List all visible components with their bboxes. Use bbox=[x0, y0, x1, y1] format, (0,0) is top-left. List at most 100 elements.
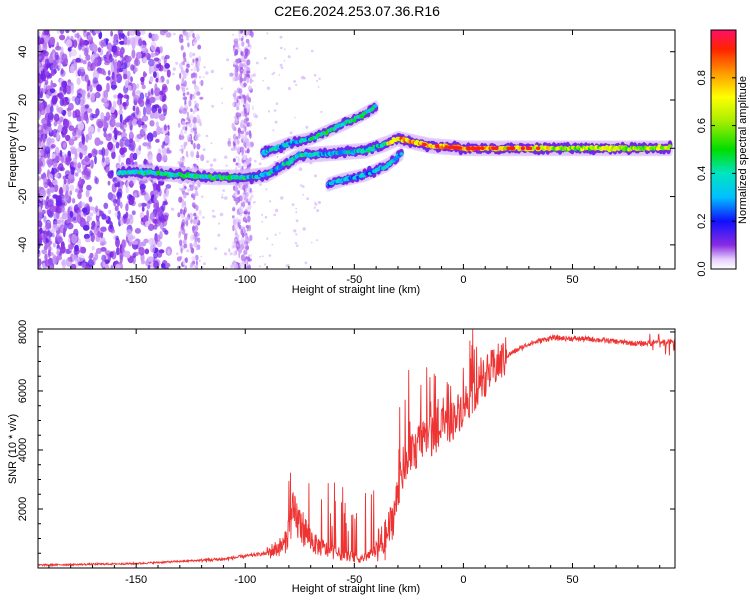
noise-blob bbox=[115, 131, 122, 136]
noise-dot bbox=[293, 80, 296, 83]
noise-blob bbox=[97, 231, 101, 238]
noise-blob bbox=[138, 246, 145, 256]
noise-stripe-dot bbox=[182, 109, 187, 115]
noise-stripe-dot bbox=[246, 70, 251, 74]
noise-blob bbox=[120, 201, 123, 209]
noise-blob bbox=[77, 191, 82, 200]
noise-blob bbox=[111, 71, 115, 81]
noise-blob bbox=[111, 250, 117, 260]
noise-blob bbox=[128, 120, 132, 127]
noise-blob bbox=[59, 150, 63, 157]
noise-blob bbox=[77, 42, 82, 51]
noise-blob bbox=[59, 30, 65, 35]
noise-stripe-dot bbox=[191, 202, 196, 208]
noise-stripe-dot bbox=[232, 224, 235, 232]
noise-blob bbox=[110, 264, 114, 269]
noise-blob bbox=[153, 111, 160, 120]
noise-dot bbox=[227, 137, 231, 141]
noise-blob bbox=[105, 76, 111, 81]
colorbar-ticks: 0.0 0.2 0.4 0.6 0.8 bbox=[696, 70, 736, 277]
colorbar-tick-label: 0.2 bbox=[696, 214, 708, 229]
noise-blob bbox=[94, 155, 97, 165]
noise-stripe-dot bbox=[183, 96, 188, 101]
noise-dot bbox=[311, 241, 313, 244]
noise-blob bbox=[60, 68, 64, 75]
noise-dot bbox=[211, 104, 215, 108]
noise-blob bbox=[49, 126, 52, 133]
noise-blob bbox=[147, 223, 155, 231]
noise-dot bbox=[273, 109, 277, 112]
noise-blob bbox=[159, 90, 164, 96]
trace-hotspot bbox=[448, 145, 453, 150]
colorbar-tick-label: 0.0 bbox=[696, 261, 708, 276]
noise-blob bbox=[141, 206, 145, 212]
noise-blob bbox=[50, 144, 56, 149]
noise-stripe-dot bbox=[242, 57, 246, 62]
snr-frame bbox=[37, 328, 676, 569]
noise-blob bbox=[46, 199, 54, 207]
noise-blob bbox=[81, 174, 86, 179]
noise-stripe-dot bbox=[248, 85, 253, 91]
trace-branch-lower-core bbox=[326, 152, 404, 187]
noise-blob bbox=[122, 128, 126, 133]
noise-dot bbox=[235, 232, 238, 235]
noise-stripe-dot bbox=[195, 260, 198, 266]
noise-blob bbox=[49, 88, 56, 94]
noise-dot bbox=[197, 233, 201, 237]
noise-blob bbox=[78, 68, 82, 76]
noise-dot bbox=[186, 249, 190, 253]
noise-blob bbox=[151, 104, 157, 114]
noise-blob bbox=[113, 46, 121, 52]
noise-blob bbox=[59, 86, 63, 91]
noise-stripe-dot bbox=[193, 163, 197, 168]
noise-dot bbox=[192, 95, 196, 100]
noise-dot bbox=[245, 243, 248, 247]
noise-stripe-dot bbox=[193, 212, 197, 217]
noise-stripe-dot bbox=[236, 146, 241, 153]
noise-blob bbox=[81, 207, 88, 214]
noise-blob bbox=[61, 126, 68, 135]
noise-stripe-dot bbox=[245, 191, 249, 198]
noise-stripe-dot bbox=[240, 130, 244, 135]
noise-stripe-dot bbox=[180, 214, 184, 219]
noise-blob bbox=[103, 131, 107, 138]
noise-stripe-dot bbox=[190, 62, 194, 66]
noise-dot bbox=[237, 219, 240, 222]
noise-blob bbox=[57, 236, 63, 244]
noise-blob bbox=[61, 53, 68, 62]
noise-stripe-dot bbox=[199, 121, 202, 127]
noise-stripe-dot bbox=[181, 78, 185, 85]
noise-stripe-dot bbox=[193, 142, 196, 150]
noise-dot bbox=[234, 90, 238, 94]
noise-stripe-dot bbox=[190, 218, 193, 224]
noise-blob bbox=[44, 79, 49, 86]
noise-dot bbox=[283, 60, 286, 62]
noise-stripe-dot bbox=[185, 126, 188, 131]
noise-stripe-dot bbox=[245, 159, 250, 166]
noise-stripe-dot bbox=[245, 255, 248, 260]
noise-stripe-dot bbox=[249, 132, 252, 139]
noise-blob bbox=[161, 83, 168, 91]
noise-dot bbox=[285, 264, 289, 268]
noise-blob bbox=[145, 104, 152, 115]
noise-blob bbox=[51, 153, 56, 159]
noise-dot bbox=[180, 36, 183, 39]
noise-dot bbox=[302, 193, 305, 196]
noise-blob bbox=[90, 225, 95, 230]
noise-dot bbox=[206, 160, 210, 164]
noise-blob bbox=[67, 109, 72, 118]
noise-blob bbox=[87, 64, 92, 72]
noise-blob bbox=[74, 109, 81, 118]
noise-blob bbox=[161, 55, 165, 60]
spectrogram-plot-area bbox=[38, 30, 674, 269]
noise-blob bbox=[141, 84, 146, 90]
noise-dot bbox=[304, 261, 308, 265]
noise-dot bbox=[302, 227, 307, 231]
noise-dot bbox=[264, 56, 267, 60]
noise-blob bbox=[120, 131, 128, 139]
noise-blob bbox=[44, 253, 48, 261]
noise-blob bbox=[108, 209, 112, 214]
noise-dot bbox=[199, 81, 202, 85]
noise-blob bbox=[139, 183, 146, 190]
noise-dot bbox=[318, 77, 321, 81]
